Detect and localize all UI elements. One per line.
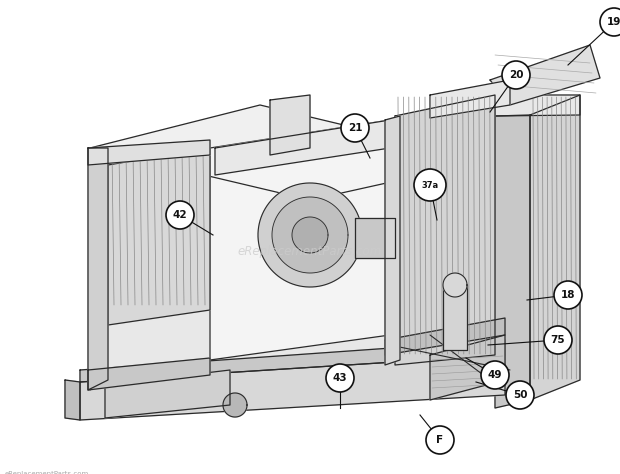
Text: 50: 50	[513, 390, 527, 400]
Text: 37a: 37a	[422, 181, 438, 190]
Polygon shape	[292, 217, 328, 253]
Polygon shape	[105, 370, 230, 418]
Polygon shape	[90, 164, 100, 390]
Polygon shape	[90, 160, 490, 390]
Text: eReplacementParts.com: eReplacementParts.com	[5, 471, 89, 474]
Polygon shape	[90, 148, 105, 375]
Text: 21: 21	[348, 123, 362, 133]
Polygon shape	[430, 335, 505, 400]
Polygon shape	[88, 148, 108, 390]
Text: 18: 18	[560, 290, 575, 300]
Polygon shape	[80, 355, 505, 420]
Text: 42: 42	[173, 210, 187, 220]
Circle shape	[426, 426, 454, 454]
Polygon shape	[90, 105, 490, 200]
Polygon shape	[258, 183, 362, 287]
Circle shape	[414, 169, 446, 201]
Polygon shape	[272, 197, 348, 273]
Polygon shape	[223, 393, 247, 417]
Polygon shape	[385, 318, 505, 355]
Text: F: F	[436, 435, 443, 445]
Polygon shape	[90, 164, 105, 390]
Polygon shape	[215, 120, 390, 175]
Text: 75: 75	[551, 335, 565, 345]
Polygon shape	[443, 273, 467, 297]
Polygon shape	[355, 218, 395, 258]
Text: 19: 19	[607, 17, 620, 27]
Polygon shape	[495, 115, 530, 408]
Polygon shape	[395, 95, 495, 365]
Circle shape	[341, 114, 369, 142]
Circle shape	[481, 361, 509, 389]
Circle shape	[600, 8, 620, 36]
Polygon shape	[270, 95, 310, 155]
Circle shape	[326, 364, 354, 392]
Polygon shape	[210, 120, 390, 360]
Text: eReplacementParts.com: eReplacementParts.com	[238, 245, 382, 258]
Circle shape	[506, 381, 534, 409]
Text: 43: 43	[333, 373, 347, 383]
Polygon shape	[430, 80, 510, 118]
Polygon shape	[88, 140, 210, 165]
Polygon shape	[495, 95, 580, 116]
Polygon shape	[385, 116, 400, 365]
Text: 20: 20	[509, 70, 523, 80]
Polygon shape	[530, 95, 580, 400]
Circle shape	[554, 281, 582, 309]
Polygon shape	[80, 340, 505, 382]
Polygon shape	[88, 358, 210, 390]
Polygon shape	[108, 148, 210, 325]
Circle shape	[502, 61, 530, 89]
Polygon shape	[65, 380, 80, 420]
Circle shape	[166, 201, 194, 229]
Polygon shape	[443, 285, 467, 350]
Polygon shape	[490, 45, 600, 105]
Circle shape	[544, 326, 572, 354]
Text: 49: 49	[488, 370, 502, 380]
